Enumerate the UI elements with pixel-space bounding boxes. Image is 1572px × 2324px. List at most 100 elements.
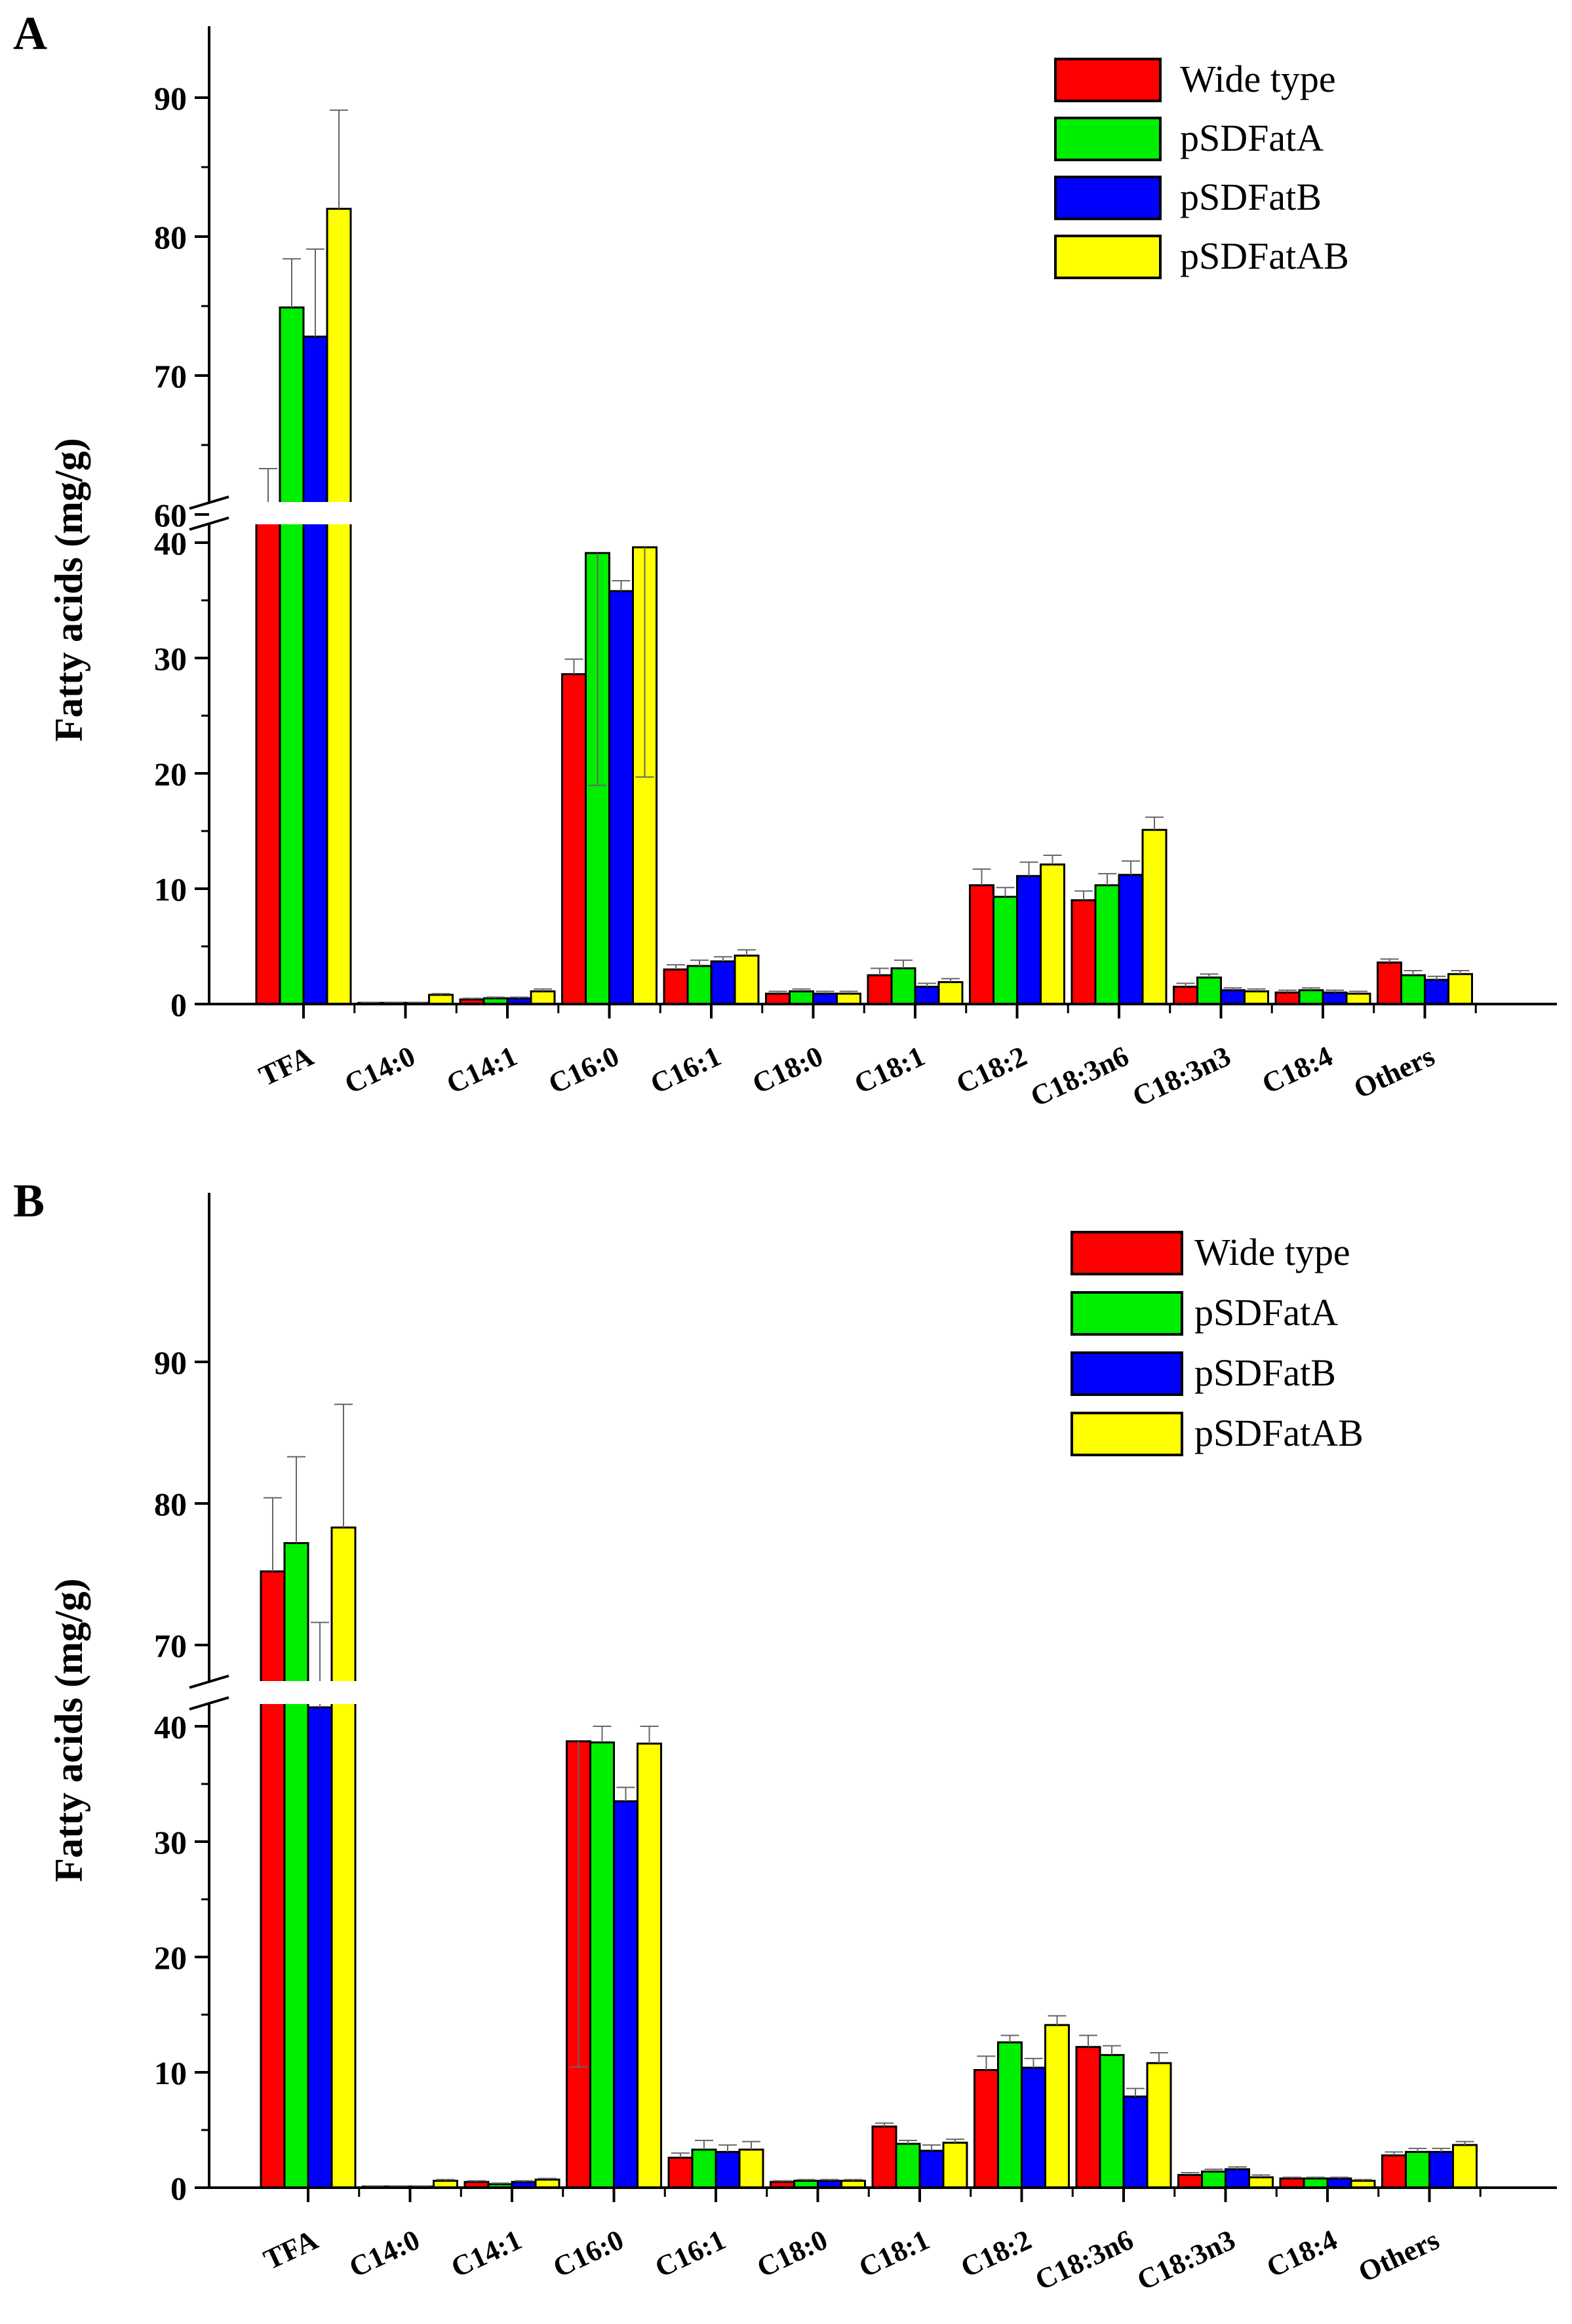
bar-psdfatab-tfa (326, 208, 352, 1005)
bar-psdfata-c183n6 (1099, 2054, 1125, 2189)
bar-wide-type-tfa (260, 1570, 286, 2189)
x-tick-label: TFA (254, 1040, 319, 1093)
y-tick-label: 70 (154, 1627, 187, 1664)
bar-psdfatb-others (1428, 2150, 1454, 2189)
bar-psdfatab-others (1447, 973, 1473, 1005)
bar-psdfata-c183n3 (1196, 977, 1222, 1005)
x-tick-label: C18:1 (850, 1040, 930, 1100)
bar-psdfatb-tfa (302, 336, 328, 1005)
bar-psdfatab-c182 (1044, 2024, 1070, 2189)
y-tick-label: 0 (170, 986, 187, 1023)
x-tick-label: C14:1 (442, 1040, 522, 1100)
x-tick-label: TFA (259, 2224, 323, 2276)
bar-wide-type-c184 (1274, 991, 1301, 1005)
y-tick-label: 0 (170, 2170, 187, 2207)
bar-psdfatb-c183n3 (1225, 2168, 1250, 2189)
bar-psdfatab-c141 (530, 990, 556, 1005)
y-tick-label: 40 (154, 525, 187, 562)
x-tick-label: C18:0 (747, 1040, 828, 1100)
axis-break-mark (189, 1675, 229, 1689)
legend-entry: pSDFatA (1194, 1291, 1338, 1334)
bar-psdfatb-c182 (1016, 875, 1042, 1005)
y-tick-label: 30 (154, 1824, 187, 1861)
axis-break-gap (189, 502, 1557, 524)
bar-psdfatb-c183n6 (1122, 2095, 1149, 2189)
bar-psdfata-others (1405, 2150, 1430, 2189)
legend-entry: pSDFatA (1180, 117, 1324, 159)
y-tick-label: 80 (154, 219, 187, 256)
bar-psdfatab-c180 (836, 992, 861, 1005)
bar-psdfata-c184 (1298, 989, 1324, 1005)
bar-psdfata-c184 (1303, 2177, 1329, 2189)
bar-psdfatb-tfa (307, 1706, 333, 2189)
x-tick-label: C14:1 (446, 2224, 527, 2284)
legend-swatch (1071, 1291, 1183, 1336)
bar-wide-type-tfa (255, 502, 281, 1005)
chart-panel-b: B Fatty acids (mg/g) 0 10 20 30 40 70 80 90 TFA C14… (13, 1174, 1557, 2296)
bar-psdfatb-c161 (715, 2150, 741, 2189)
legend-entry: pSDFatAB (1180, 235, 1349, 277)
bar-psdfatab-c184 (1345, 992, 1371, 1005)
x-tick-label: Others (1354, 2224, 1444, 2289)
x-tick-label: C16:1 (646, 1040, 726, 1100)
bar-psdfatb-c160 (608, 590, 634, 1005)
legend-swatch (1071, 1412, 1183, 1456)
bar-psdfatb-others (1424, 978, 1449, 1005)
axis-break-mark (189, 1696, 229, 1711)
bar-psdfatab-c183n3 (1244, 990, 1269, 1005)
y-tick-label: 30 (154, 640, 187, 677)
bar-psdfatab-c161 (734, 954, 760, 1005)
bar-psdfatb-c181 (914, 986, 940, 1005)
y-tick-label: 90 (154, 80, 187, 117)
bar-wide-type-c184 (1279, 2177, 1305, 2189)
bar-psdfata-c182 (992, 895, 1018, 1005)
bar-psdfata-c182 (997, 2041, 1023, 2189)
legend-swatch (1054, 117, 1162, 161)
x-tick-label: C18:0 (752, 2224, 833, 2284)
x-tick-label: C18:3n6 (1025, 1040, 1133, 1114)
bar-wide-type-c182 (973, 2068, 999, 2189)
bar-psdfatab-c183n6 (1146, 2062, 1172, 2189)
y-tick-label: 40 (154, 1709, 187, 1745)
bar-psdfatb-c182 (1021, 2066, 1046, 2189)
bar-psdfatab-tfa (330, 1526, 357, 2189)
x-tick-label: Others (1349, 1040, 1440, 1105)
bar-wide-type-others (1377, 961, 1402, 1005)
y-tick-label: 60 (154, 497, 187, 533)
bar-psdfata-c161 (686, 965, 713, 1005)
bar-psdfata-c181 (890, 967, 916, 1005)
bar-psdfata-c180 (789, 990, 814, 1005)
x-tick-label: C18:4 (1257, 1040, 1338, 1100)
bar-psdfata-tfa (279, 306, 305, 1005)
x-tick-label: C18:2 (951, 1040, 1032, 1100)
x-tick-label: C18:2 (956, 2224, 1036, 2284)
legend-entry: pSDFatAB (1194, 1412, 1364, 1454)
bar-psdfata-tfa (283, 1541, 309, 2189)
bar-psdfata-c160 (589, 1741, 615, 2189)
y-tick-label: 90 (154, 1344, 187, 1381)
legend-swatch (1054, 235, 1162, 279)
x-tick-label: C14:0 (344, 2224, 425, 2284)
y-tick-label: 20 (154, 1939, 187, 1976)
y-tick-label: 80 (154, 1486, 187, 1522)
legend: Wide type pSDFatA pSDFatB pSDFatAB (1054, 58, 1349, 279)
x-tick-label: C18:1 (854, 2224, 935, 2284)
legend-entry: pSDFatB (1194, 1351, 1336, 1394)
panel-label: A (13, 7, 47, 60)
x-tick-label: C18:3n3 (1128, 1040, 1236, 1114)
bar-psdfatab-others (1452, 2144, 1478, 2189)
y-tick-label: 10 (154, 871, 187, 908)
x-tick-label: C16:0 (543, 1040, 624, 1100)
x-tick-label: C16:0 (548, 2224, 629, 2284)
bar-wide-type-c181 (867, 974, 893, 1005)
bar-psdfatb-c160 (613, 1800, 639, 2189)
x-tick-label: C16:1 (650, 2224, 731, 2284)
bar-wide-type-c182 (969, 884, 994, 1005)
y-axis-label: Fatty acids (mg/g) (47, 1578, 90, 1882)
bar-wide-type-c180 (765, 992, 791, 1005)
y-tick-label: 70 (154, 358, 187, 395)
bar-psdfatab-c140 (428, 994, 454, 1005)
bar-psdfata-others (1400, 974, 1426, 1005)
legend-entry: Wide type (1180, 58, 1336, 100)
